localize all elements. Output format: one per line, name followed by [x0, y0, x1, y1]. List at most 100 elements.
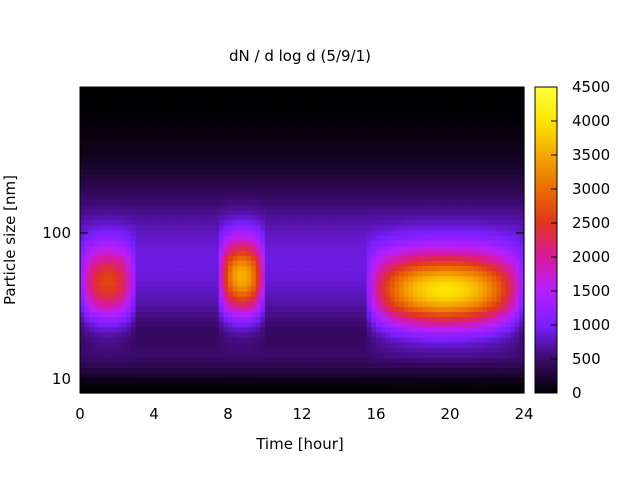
- heatmap-cell: [376, 229, 382, 236]
- heatmap-cell: [306, 311, 312, 318]
- heatmap-cell: [352, 178, 359, 185]
- heatmap-cell: [107, 92, 113, 98]
- heatmap-cell: [181, 234, 187, 241]
- heatmap-cell: [450, 285, 456, 292]
- heatmap-cell: [302, 117, 308, 124]
- heatmap-cell: [154, 387, 160, 394]
- heatmap-cell: [278, 250, 285, 256]
- heatmap-cell: [450, 362, 456, 369]
- heatmap-cell: [436, 107, 442, 114]
- heatmap-cell: [177, 306, 183, 312]
- heatmap-cell: [144, 331, 150, 338]
- heatmap-cell: [177, 209, 183, 216]
- heatmap-cell: [98, 291, 104, 297]
- heatmap-cell: [246, 183, 252, 190]
- heatmap-cell: [260, 234, 266, 241]
- heatmap-cell: [112, 234, 118, 241]
- heatmap-cell: [274, 240, 280, 246]
- heatmap-cell: [89, 306, 95, 312]
- heatmap-cell: [223, 97, 229, 103]
- heatmap-cell: [98, 301, 104, 307]
- heatmap-cell: [380, 224, 386, 231]
- heatmap-cell: [269, 280, 275, 287]
- heatmap-cell: [459, 138, 465, 144]
- heatmap-cell: [431, 250, 437, 256]
- heatmap-cell: [140, 270, 146, 277]
- heatmap-cell: [80, 97, 86, 103]
- heatmap-cell: [302, 204, 308, 210]
- heatmap-cell: [154, 347, 160, 353]
- heatmap-cell: [426, 153, 433, 159]
- heatmap-cell: [144, 387, 150, 394]
- heatmap-cell: [302, 291, 308, 297]
- heatmap-cell: [431, 92, 437, 98]
- heatmap-cell: [288, 204, 294, 210]
- heatmap-cell: [445, 163, 451, 170]
- heatmap-cell: [297, 87, 303, 93]
- heatmap-cell: [126, 367, 132, 374]
- heatmap-cell: [269, 194, 275, 200]
- heatmap-cell: [218, 280, 224, 287]
- heatmap-cell: [283, 372, 289, 379]
- heatmap-cell: [436, 367, 442, 374]
- heatmap-cell: [352, 92, 359, 98]
- heatmap-cell: [154, 382, 160, 389]
- heatmap-cell: [343, 189, 349, 195]
- heatmap-cell: [431, 122, 437, 129]
- heatmap-cell: [454, 387, 460, 394]
- heatmap-cell: [186, 122, 192, 129]
- heatmap-cell: [241, 326, 248, 333]
- heatmap-cell: [278, 122, 285, 129]
- heatmap-cell: [112, 245, 118, 251]
- heatmap-cell: [255, 311, 261, 318]
- heatmap-cell: [163, 229, 169, 236]
- heatmap-cell: [181, 352, 187, 358]
- heatmap-cell: [181, 331, 187, 338]
- heatmap-cell: [204, 158, 211, 165]
- heatmap-cell: [403, 168, 409, 175]
- heatmap-cell: [445, 87, 451, 93]
- heatmap-cell: [144, 214, 150, 221]
- heatmap-cell: [107, 382, 113, 389]
- heatmap-cell: [394, 138, 400, 144]
- heatmap-cell: [130, 209, 137, 216]
- heatmap-cell: [339, 87, 345, 93]
- heatmap-cell: [306, 321, 312, 328]
- heatmap-cell: [204, 229, 211, 236]
- heatmap-cell: [450, 183, 456, 190]
- heatmap-cell: [274, 347, 280, 353]
- heatmap-cell: [440, 367, 446, 374]
- heatmap-cell: [339, 377, 345, 384]
- heatmap-cell: [352, 367, 359, 374]
- heatmap-cell: [366, 204, 372, 210]
- heatmap-cell: [445, 173, 451, 180]
- heatmap-cell: [366, 240, 372, 246]
- heatmap-cell: [89, 336, 95, 343]
- heatmap-cell: [158, 107, 164, 114]
- heatmap-cell: [218, 143, 224, 149]
- heatmap-cell: [130, 234, 137, 241]
- heatmap-cell: [278, 347, 285, 353]
- heatmap-cell: [422, 255, 428, 261]
- heatmap-cell: [200, 92, 206, 98]
- heatmap-cell: [241, 357, 248, 363]
- heatmap-cell: [255, 301, 261, 307]
- heatmap-cell: [297, 377, 303, 384]
- heatmap-cell: [362, 245, 368, 251]
- heatmap-cell: [278, 321, 285, 328]
- heatmap-cell: [329, 148, 335, 154]
- heatmap-cell: [283, 127, 289, 134]
- heatmap-cell: [167, 214, 174, 221]
- heatmap-cell: [232, 102, 238, 108]
- heatmap-cell: [117, 209, 123, 216]
- heatmap-cell: [228, 270, 234, 277]
- heatmap-cell: [343, 342, 349, 348]
- heatmap-cell: [177, 219, 183, 226]
- heatmap-cell: [223, 240, 229, 246]
- heatmap-cell: [228, 301, 234, 307]
- heatmap-cell: [130, 102, 137, 108]
- heatmap-cell: [417, 336, 423, 343]
- heatmap-cell: [329, 275, 335, 282]
- heatmap-cell: [265, 219, 271, 226]
- heatmap-cell: [436, 194, 442, 200]
